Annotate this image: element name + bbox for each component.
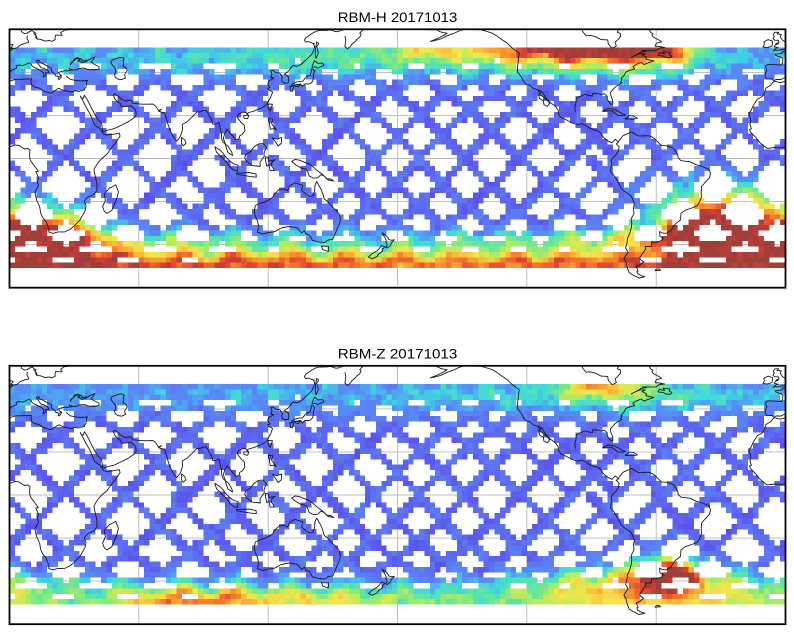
svg-text:RBM-Z 20171013: RBM-Z 20171013 xyxy=(338,347,458,362)
svg-text:RBM-H 20171013: RBM-H 20171013 xyxy=(338,10,458,25)
